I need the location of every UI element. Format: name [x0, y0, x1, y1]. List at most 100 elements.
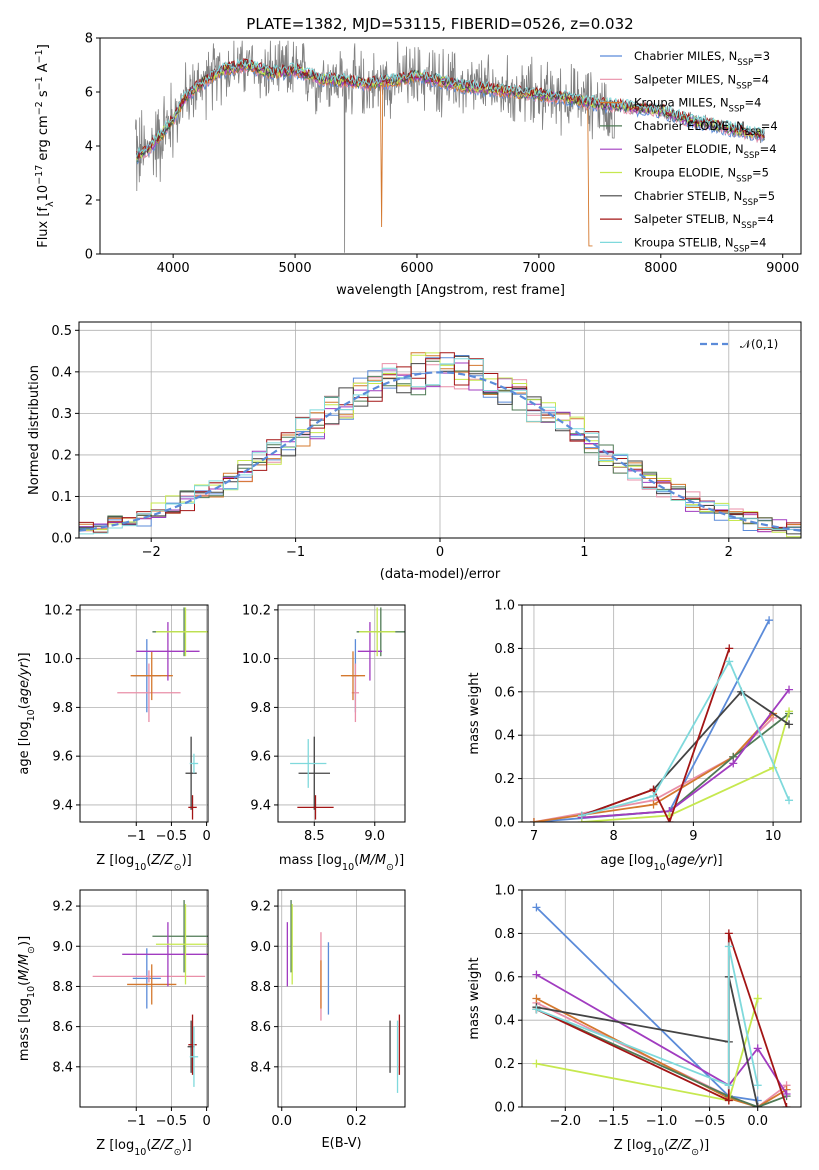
weight-series-line — [536, 1008, 787, 1107]
y-tick-label: 1.0 — [494, 884, 515, 899]
weight-series-line — [581, 659, 790, 817]
y-tick-label: 0.4 — [494, 729, 515, 744]
weight-marker — [765, 616, 774, 625]
errorbar-point — [357, 622, 383, 681]
errorbar-point — [132, 948, 161, 1009]
y-axis-label: mass weight — [467, 957, 482, 1039]
legend-entry: Salpeter MILES, NSSP=4 — [634, 72, 769, 91]
y-tick-label: 10.0 — [44, 652, 73, 667]
x-tick-label: 8.5 — [304, 829, 325, 844]
errorbar-point — [188, 1014, 197, 1075]
y-tick-label: 0.5 — [51, 324, 72, 339]
residual-histogram — [79, 358, 801, 535]
weight-series-line — [581, 711, 790, 822]
axes-frame — [79, 604, 209, 823]
x-axis-label: wavelength [Angstrom, rest frame] — [336, 283, 565, 298]
weight-series-line — [536, 976, 759, 1107]
legend-model-name: Kroupa ELODIE, N — [634, 166, 736, 180]
weight-marker — [785, 796, 794, 805]
weight-marker — [724, 942, 733, 951]
errorbar-point — [127, 964, 177, 1005]
x-tick-label: −2 — [142, 545, 161, 560]
weight-marker — [724, 929, 733, 938]
y-tick-label: 0.0 — [494, 1101, 515, 1116]
weight-marker — [532, 1059, 541, 1068]
x-tick-label: 9.0 — [364, 829, 385, 844]
x-tick-label: 0 — [202, 829, 210, 844]
residual-histogram — [79, 352, 801, 533]
x-tick-label: 0.0 — [747, 1114, 768, 1129]
legend: 𝒩(0,1) — [700, 337, 778, 351]
weight-marker — [724, 1081, 733, 1090]
legend-model-name: Chabrier MILES, N — [634, 49, 737, 63]
legend-entry: Salpeter STELIB, NSSP=4 — [634, 212, 774, 231]
legend-count: =4 — [744, 96, 761, 110]
legend-count: =4 — [752, 72, 769, 86]
y-tick-label: 0 — [85, 248, 93, 263]
axes-frame — [277, 604, 406, 823]
x-tick-label: 0 — [436, 545, 444, 560]
weight-series-line — [535, 973, 788, 1095]
legend-entry: Kroupa STELIB, NSSP=4 — [634, 235, 766, 254]
legend-subscript: SSP — [736, 175, 752, 185]
y-tick-label: 2 — [85, 194, 93, 209]
legend-entry: 𝒩(0,1) — [740, 337, 778, 351]
x-tick-label: 7000 — [522, 261, 555, 276]
legend-count: =5 — [758, 189, 775, 203]
weight-marker — [725, 644, 734, 653]
x-tick-label: −1 — [127, 1114, 146, 1129]
y-tick-label: 8 — [85, 32, 93, 47]
mass-vs-Z-panel: −1 −0.5 0 8.4 8.6 8.8 9.0 9.2 Z [log10(Z/Z⊙)] mas… — [17, 889, 211, 1158]
weight-vs-age-marks — [529, 616, 794, 822]
legend-subscript: SSP — [736, 81, 752, 91]
mass-vs-EBV-panel: 0.0 0.2 8.4 8.6 8.8 9.0 9.2 E(B-V) — [250, 889, 406, 1151]
errorbar-point — [290, 739, 327, 788]
legend-model-name: Chabrier STELIB, N — [634, 189, 742, 203]
axes-frame — [521, 604, 802, 823]
y-tick-label: 1.0 — [494, 599, 515, 614]
y-tick-label: 0.2 — [494, 1057, 515, 1072]
y-tick-label: 0.6 — [494, 685, 515, 700]
x-tick-label: 0.0 — [271, 1114, 292, 1129]
model-spectrum — [136, 61, 765, 163]
errorbar-point — [340, 651, 366, 701]
y-tick-label: 8.6 — [52, 1020, 73, 1035]
y-axis-label: age [log10(age/yr)] — [17, 652, 37, 774]
y-tick-label: 9.6 — [52, 750, 73, 765]
axes-frame — [79, 889, 209, 1108]
legend-count: =3 — [753, 49, 770, 63]
errorbar-point — [297, 795, 334, 820]
weight-series-line — [535, 997, 788, 1107]
y-axis-label: Flux [fλ10−17 erg cm−2 s−1 A−1] — [34, 44, 56, 248]
y-tick-label: 0.8 — [494, 927, 515, 942]
legend-entry: Kroupa ELODIE, NSSP=5 — [634, 166, 769, 185]
spectrum-marks — [135, 40, 765, 253]
y-tick-label: 0.2 — [494, 772, 515, 787]
y-tick-label: 0.0 — [51, 532, 72, 547]
x-tick-label: 10 — [765, 829, 782, 844]
y-tick-label: 0.4 — [51, 365, 72, 380]
errorbar-point — [298, 736, 331, 810]
weight-marker — [529, 818, 538, 822]
weight-marker — [753, 1081, 762, 1090]
y-tick-label: 9.6 — [250, 750, 271, 765]
weight-series-line — [581, 689, 790, 819]
y-tick-label: 8.8 — [52, 980, 73, 995]
x-axis-label: mass [log10(M/M⊙)] — [279, 853, 404, 873]
x-tick-label: 7 — [530, 829, 538, 844]
x-axis-label: (data-model)/error — [380, 567, 501, 582]
y-axis-label: mass weight — [467, 672, 482, 754]
legend-model-name: Salpeter ELODIE, N — [634, 142, 744, 156]
errorbar-point — [359, 607, 396, 657]
weight-series-line — [535, 906, 758, 1102]
y-tick-label: 9.0 — [52, 940, 73, 955]
legend-subscript: SSP — [744, 151, 760, 161]
errorbar-point — [122, 922, 208, 987]
legend-subscript: SSP — [742, 198, 758, 208]
weight-marker — [577, 811, 586, 820]
x-tick-label: 1 — [580, 545, 588, 560]
model-spectrum — [136, 57, 765, 159]
residuals-marks — [79, 352, 801, 538]
model-spectrum — [136, 62, 765, 161]
